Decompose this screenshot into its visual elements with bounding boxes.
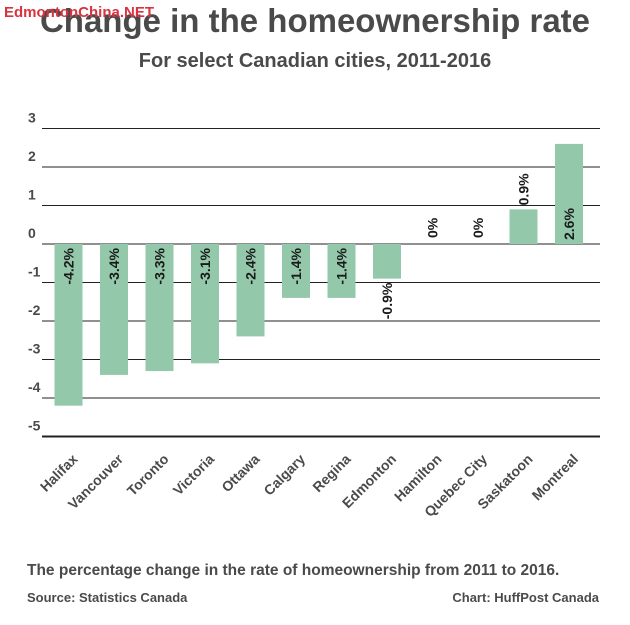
bar <box>145 244 174 372</box>
y-tick-label: -2 <box>28 302 41 318</box>
chart-credit: Chart: HuffPost Canada <box>452 590 599 605</box>
x-tick-label: Halifax <box>37 451 81 495</box>
bar-chart: 3210-1-2-3-4-5-4.2%Halifax-3.4%Vancouver… <box>28 110 600 520</box>
y-tick-label: 3 <box>28 110 36 126</box>
bar <box>373 244 401 279</box>
data-label: -2.4% <box>243 247 259 284</box>
data-label: -3.1% <box>197 247 213 284</box>
data-label: 0% <box>425 217 441 238</box>
data-label: -4.2% <box>61 247 77 284</box>
x-tick-label: Ottawa <box>218 451 262 495</box>
bar <box>282 244 310 298</box>
y-tick-label: -1 <box>28 264 41 280</box>
x-tick-label: Montreal <box>529 451 582 504</box>
bar <box>191 244 219 364</box>
bar <box>54 244 83 406</box>
y-tick-label: -4 <box>28 379 41 395</box>
x-tick-label: Calgary <box>260 451 308 499</box>
bar <box>100 244 128 375</box>
x-tick-label: Toronto <box>124 451 172 499</box>
data-label: -3.3% <box>152 247 168 284</box>
bar <box>327 244 356 298</box>
y-tick-label: -5 <box>28 418 41 434</box>
data-label: -0.9% <box>379 282 395 319</box>
x-tick-label: Victoria <box>170 451 218 499</box>
data-label: -3.4% <box>106 247 122 284</box>
bar <box>236 244 265 337</box>
data-label: 0% <box>470 217 486 238</box>
data-label: 0.9% <box>516 173 532 205</box>
source-note: Source: Statistics Canada <box>27 590 188 605</box>
y-tick-label: 0 <box>28 225 36 241</box>
bar <box>555 143 583 244</box>
data-label: -1.4% <box>334 247 350 284</box>
watermark: EdmontonChina.NET <box>4 4 154 21</box>
y-tick-label: 1 <box>28 187 36 203</box>
chart-subtitle: For select Canadian cities, 2011-2016 <box>138 50 492 72</box>
chart-caption: The percentage change in the rate of hom… <box>27 562 560 579</box>
chart-title: Change in the homeownership rate <box>39 2 591 39</box>
y-tick-label: 2 <box>28 148 36 164</box>
x-tick-label: Regina <box>309 451 353 495</box>
data-label: 2.6% <box>561 208 577 240</box>
bar <box>509 209 538 244</box>
y-tick-label: -3 <box>28 341 41 357</box>
data-label: -1.4% <box>288 247 304 284</box>
